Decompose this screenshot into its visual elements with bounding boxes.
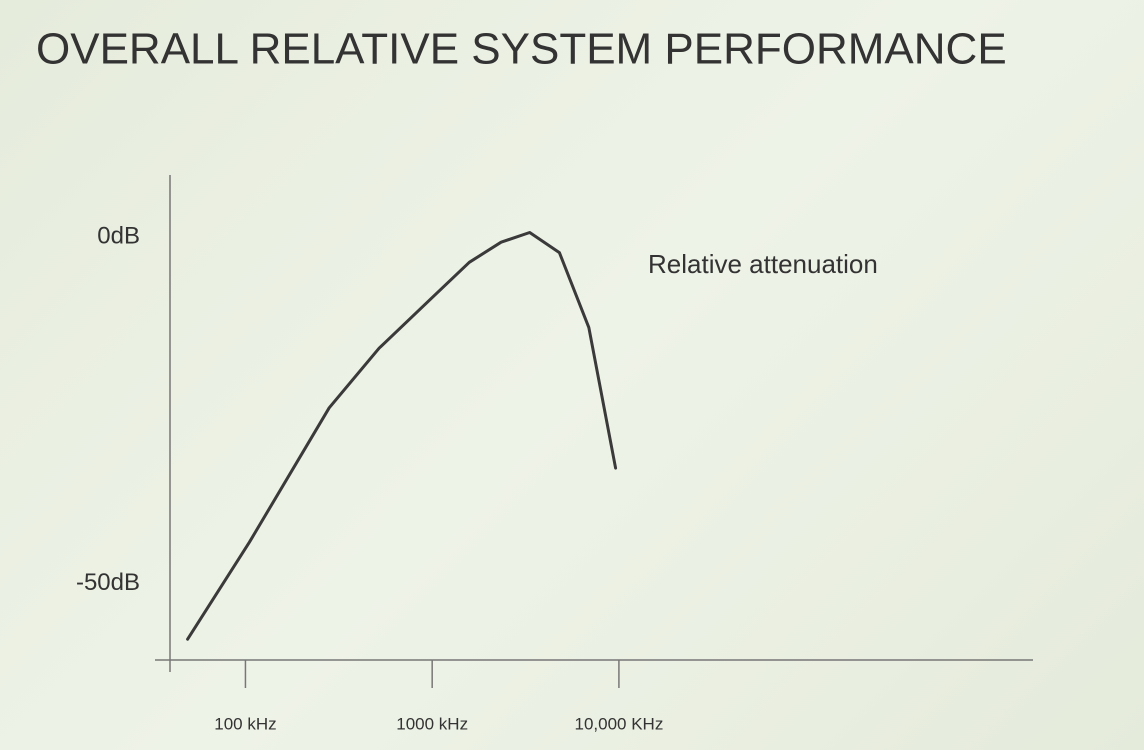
x-tick-label: 100 kHz <box>214 714 276 733</box>
y-tick-label: -50dB <box>76 569 140 596</box>
line <box>186 231 618 641</box>
legend-label: Relative attenuation <box>648 249 878 279</box>
chart-title: OVERALL RELATIVE SYSTEM PERFORMANCE <box>36 25 1007 74</box>
x-tick-label: 10,000 KHz <box>574 714 663 733</box>
x-tick-label: 1000 kHz <box>396 714 468 733</box>
y-tick-label: 0dB <box>97 223 140 250</box>
